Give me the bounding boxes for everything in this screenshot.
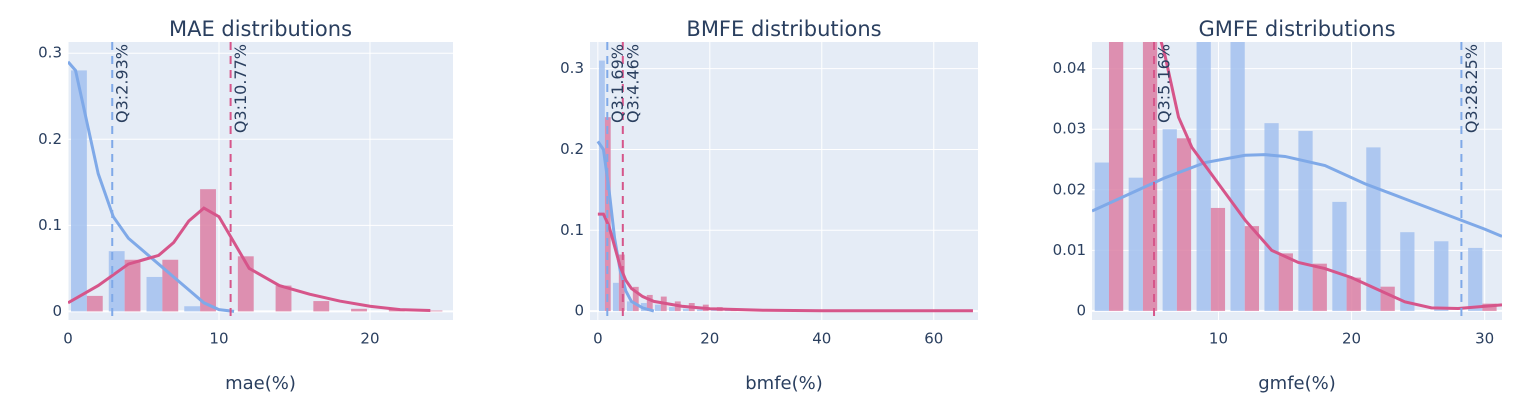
histogram-bar — [426, 310, 443, 312]
density-line — [68, 206, 431, 313]
density-line — [596, 140, 655, 313]
histogram-bar — [1278, 253, 1293, 311]
histogram-bar — [1210, 207, 1226, 311]
x-tick-label: 20 — [360, 330, 379, 348]
x-tick-label: 0 — [63, 330, 73, 348]
x-axis-label: mae(%) — [225, 373, 296, 394]
histogram-bar — [598, 60, 605, 312]
x-tick-label: 0 — [593, 330, 603, 348]
x-tick-label: 10 — [1209, 330, 1228, 348]
plot-area — [68, 42, 443, 320]
histogram-bar — [184, 306, 201, 312]
density-line — [597, 212, 973, 313]
x-tick-label: 40 — [812, 330, 831, 348]
histogram-bar — [313, 301, 330, 312]
y-tick-label: 0 — [1076, 301, 1086, 319]
y-tick-label: 0.01 — [1053, 241, 1086, 259]
x-tick-label: 10 — [209, 330, 228, 348]
histogram-bar — [1312, 263, 1327, 311]
y-tick-label: 0.1 — [560, 221, 584, 239]
histogram-bar — [682, 308, 689, 312]
y-tick-label: 0.04 — [1053, 59, 1086, 77]
histogram-bar — [1264, 123, 1279, 311]
subplot-title: MAE distributions — [169, 17, 352, 41]
histogram-bar — [1230, 42, 1245, 311]
histogram-bar — [632, 286, 639, 312]
histogram-bar — [200, 189, 216, 312]
y-tick-label: 0.2 — [38, 130, 62, 148]
plot-area — [596, 42, 973, 320]
histogram-bar — [1108, 42, 1124, 311]
histogram-bar — [612, 282, 619, 312]
density-line — [1159, 42, 1502, 310]
histogram-bar — [1434, 241, 1449, 311]
x-axis-label: bmfe(%) — [745, 373, 823, 394]
y-tick-label: 0.3 — [560, 59, 584, 77]
histogram-bar — [1400, 232, 1415, 311]
histogram-bar — [1094, 162, 1109, 311]
histogram-bar — [626, 301, 633, 312]
y-tick-label: 0.03 — [1053, 120, 1086, 138]
histogram-bar — [1128, 177, 1143, 311]
histogram-bar — [646, 294, 653, 312]
histogram-bar — [71, 70, 87, 312]
plot-area — [1092, 42, 1502, 320]
histogram-bar — [1176, 138, 1192, 311]
y-tick-label: 0.3 — [38, 44, 62, 62]
histogram-bar — [146, 276, 163, 312]
histogram-bar — [618, 254, 625, 312]
y-tick-label: 0 — [574, 302, 584, 320]
histogram-bar — [351, 308, 367, 312]
plot-background — [590, 42, 978, 320]
x-tick-label: 20 — [1342, 330, 1361, 348]
histogram-bar — [162, 259, 179, 312]
histogram-bar — [86, 295, 103, 312]
density-line — [1092, 153, 1502, 238]
y-tick-label: 0 — [52, 302, 62, 320]
quantile-label: Q3:4.46% — [623, 44, 642, 123]
histogram-bar — [108, 251, 125, 312]
histogram-bar — [1244, 226, 1260, 311]
histogram-bar — [1196, 42, 1211, 311]
quantile-label: Q3:5.16% — [1155, 44, 1174, 123]
x-tick-label: 30 — [1475, 330, 1494, 348]
x-tick-label: 60 — [924, 330, 943, 348]
histogram-bar — [1162, 129, 1177, 311]
quantile-label: Q3:2.93% — [113, 44, 132, 123]
histogram-bar — [696, 309, 703, 312]
histogram-bar — [1346, 277, 1361, 311]
histogram-bar — [654, 304, 661, 312]
y-tick-label: 0.2 — [560, 140, 584, 158]
x-axis-label: gmfe(%) — [1258, 373, 1336, 394]
x-tick-label: 20 — [700, 330, 719, 348]
histogram-bar — [1298, 131, 1313, 311]
quantile-label: Q3:1.69% — [608, 44, 627, 123]
subplot-title: BMFE distributions — [686, 17, 881, 41]
histogram-bar — [1468, 247, 1483, 311]
y-tick-label: 0.1 — [38, 216, 62, 234]
subplot-title: GMFE distributions — [1198, 17, 1395, 41]
histogram-bar — [710, 310, 717, 312]
density-line — [68, 60, 235, 313]
histogram-bar — [668, 307, 675, 312]
histogram-bar — [275, 285, 292, 312]
histogram-bar — [1332, 201, 1347, 311]
histogram-bar — [124, 259, 141, 312]
quantile-label: Q3:28.25% — [1462, 44, 1481, 133]
quantile-label: Q3:10.77% — [231, 44, 250, 133]
y-tick-label: 0.02 — [1053, 180, 1086, 198]
